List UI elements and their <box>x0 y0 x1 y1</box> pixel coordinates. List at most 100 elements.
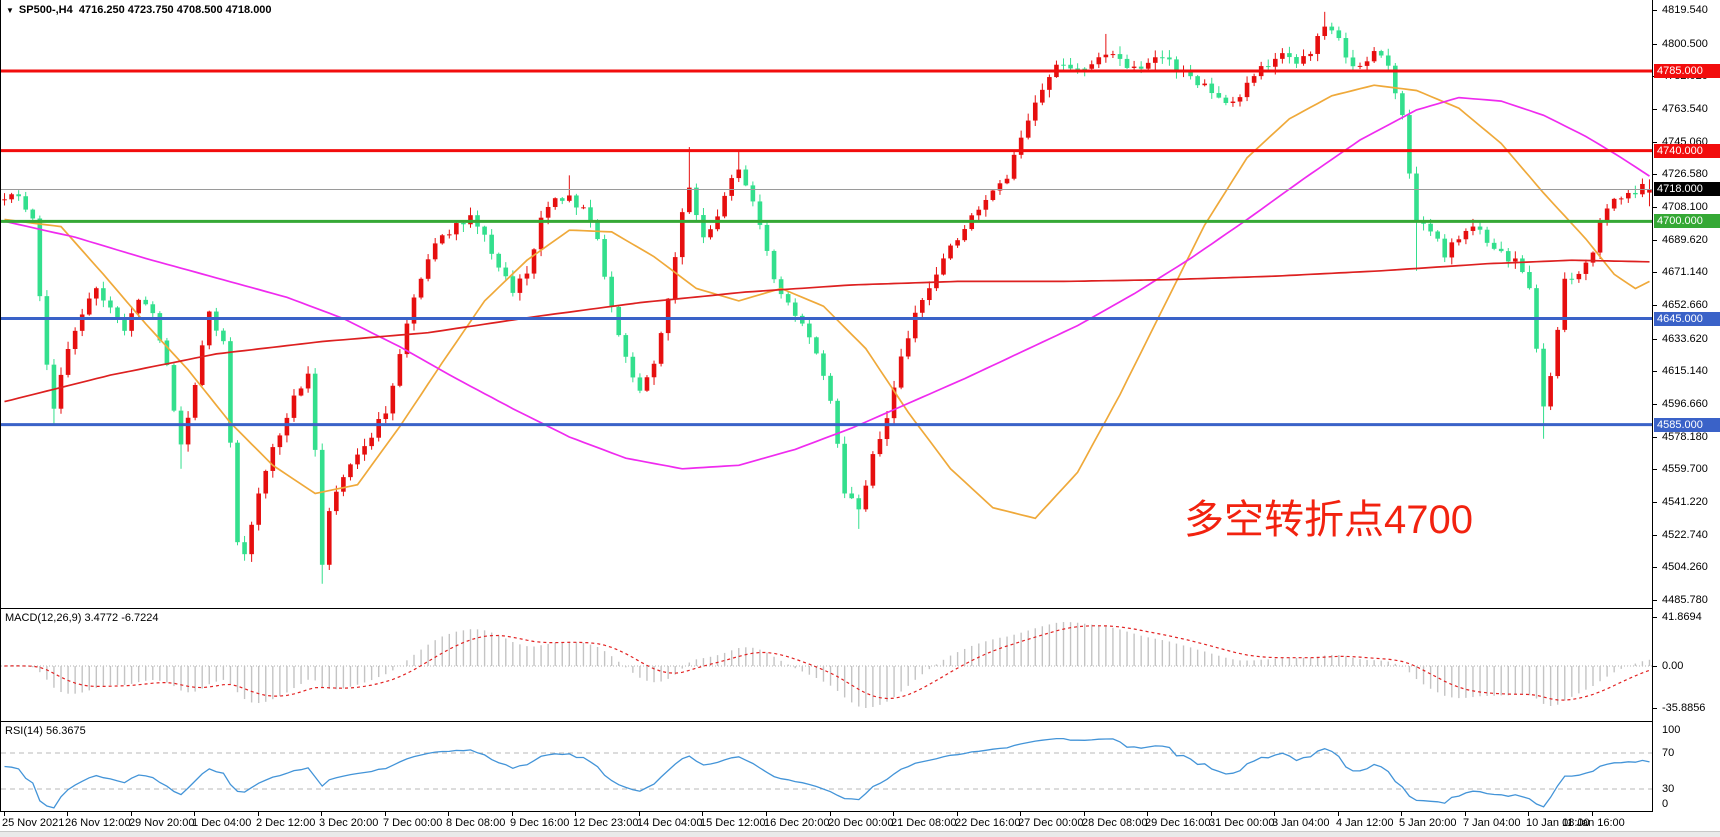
price-axis-tick <box>1653 142 1657 143</box>
time-axis-tick <box>321 812 322 816</box>
time-axis-label: 16 Dec 20:00 <box>764 817 830 829</box>
time-axis-tick <box>194 812 195 816</box>
price-axis-label: 4504.260 <box>1662 561 1708 573</box>
price-axis-label: 4708.100 <box>1662 201 1708 213</box>
price-axis-tick <box>1653 371 1657 372</box>
price-axis-tick <box>1653 404 1657 405</box>
time-axis-label: 26 Nov 12:00 <box>65 817 131 829</box>
price-axis-tick <box>1653 10 1657 11</box>
time-axis-tick <box>702 812 703 816</box>
price-axis-tick <box>1653 305 1657 306</box>
macd-axis-tick <box>1653 708 1657 709</box>
time-axis-tick <box>1084 812 1085 816</box>
price-badge-4645.000: 4645.000 <box>1654 312 1720 326</box>
price-badge-4585.000: 4585.000 <box>1654 418 1720 432</box>
price-axis-tick <box>1653 207 1657 208</box>
time-axis-label: 25 Nov 2021 <box>2 817 65 829</box>
time-axis-tick <box>639 812 640 816</box>
price-axis-label: 4485.780 <box>1662 594 1708 606</box>
time-axis-label: 12 Dec 23:00 <box>573 817 639 829</box>
time-axis[interactable]: 25 Nov 2021 26 Nov 12:00 29 Nov 20:00 1 Dec… <box>0 812 1720 831</box>
price-axis[interactable]: 4819.5404800.5004782.0204763.5404745.060… <box>1652 0 1720 812</box>
macd-panel: MACD(12,26,9) 3.4772 -6.7224 <box>0 609 1653 721</box>
main-chart-canvas[interactable] <box>1 0 1653 608</box>
price-axis-label: 4671.140 <box>1662 266 1708 278</box>
ma-line-slow <box>4 259 1650 403</box>
macd-signal-line <box>4 625 1650 701</box>
time-axis-tick <box>766 812 767 816</box>
time-axis-label: 14 Dec 04:00 <box>637 817 703 829</box>
price-axis-tick <box>1653 44 1657 45</box>
time-axis-label: 4 Jan 12:00 <box>1336 817 1394 829</box>
chart-annotation-text: 多空转折点4700 <box>1184 498 1473 542</box>
rsi-canvas[interactable] <box>1 722 1653 811</box>
panel-separator <box>0 811 1720 812</box>
time-axis-tick <box>512 812 513 816</box>
symbol-timeframe-label: SP500-,H4 <box>18 4 73 16</box>
symbol-dropdown-icon[interactable]: ▼ <box>6 6 14 15</box>
price-axis-label: 4726.580 <box>1662 168 1708 180</box>
rsi-name-label: RSI(14) <box>5 725 43 737</box>
time-axis-label: 11 Jan 16:00 <box>1562 817 1625 829</box>
price-badge-4740.000: 4740.000 <box>1654 144 1720 158</box>
price-axis-tick <box>1653 437 1657 438</box>
time-axis-tick <box>1020 812 1021 816</box>
time-axis-tick <box>1401 812 1402 816</box>
price-badge-4700.000: 4700.000 <box>1654 214 1720 228</box>
macd-axis-label: -35.8856 <box>1662 702 1706 714</box>
ma-line-fast <box>4 84 1650 520</box>
chart-title-row: ▼ SP500-,H4 4716.250 4723.750 4708.500 47… <box>6 4 272 16</box>
window-bottom-edge <box>0 831 1720 837</box>
macd-canvas[interactable] <box>1 609 1653 721</box>
time-axis-tick <box>1274 812 1275 816</box>
time-axis-tick <box>1338 812 1339 816</box>
price-axis-label: 4652.660 <box>1662 299 1708 311</box>
time-axis-label: 21 Dec 08:00 <box>891 817 957 829</box>
ohlc-readout: 4716.250 4723.750 4708.500 4718.000 <box>78 4 272 16</box>
ma-line-medium <box>4 96 1650 470</box>
time-axis-label: 10 Jan 08:00 <box>1526 817 1590 829</box>
price-axis-label: 4800.500 <box>1662 38 1708 50</box>
macd-histogram <box>10 622 1651 709</box>
price-axis-label: 4578.180 <box>1662 431 1708 443</box>
time-axis-label: 22 Dec 16:00 <box>955 817 1021 829</box>
macd-axis-label: 0.00 <box>1662 660 1684 672</box>
price-axis-tick <box>1653 272 1657 273</box>
price-axis-tick <box>1653 469 1657 470</box>
time-axis-tick <box>1465 812 1466 816</box>
time-axis-label: 20 Dec 00:00 <box>828 817 894 829</box>
price-axis-tick <box>1653 339 1657 340</box>
macd-label-row: MACD(12,26,9) 3.4772 -6.7224 <box>5 612 159 624</box>
time-axis-tick <box>448 812 449 816</box>
macd-main-value: 3.4772 <box>84 612 119 624</box>
macd-signal-value: -6.7224 <box>121 612 159 624</box>
rsi-panel: RSI(14) 56.3675 <box>0 722 1653 811</box>
time-axis-tick <box>575 812 576 816</box>
time-axis-label: 7 Dec 00:00 <box>383 817 443 829</box>
time-axis-tick <box>1528 812 1529 816</box>
price-axis-label: 4689.620 <box>1662 234 1708 246</box>
time-axis-tick <box>1592 812 1593 816</box>
main-chart-panel: ▼ SP500-,H4 4716.250 4723.750 4708.500 47… <box>0 0 1653 608</box>
panel-separator[interactable] <box>0 721 1720 722</box>
time-axis-tick <box>385 812 386 816</box>
time-axis-label: 8 Dec 08:00 <box>446 817 506 829</box>
macd-name-label: MACD(12,26,9) <box>5 612 82 624</box>
price-axis-label: 4596.660 <box>1662 398 1708 410</box>
price-axis-label: 4615.140 <box>1662 365 1708 377</box>
time-axis-label: 2 Dec 12:00 <box>256 817 316 829</box>
price-axis-label: 4559.700 <box>1662 463 1708 475</box>
time-axis-label: 3 Jan 04:00 <box>1272 817 1330 829</box>
rsi-axis-label-0: 0 <box>1662 798 1669 810</box>
time-axis-tick <box>1147 812 1148 816</box>
price-badge-4785.000: 4785.000 <box>1654 64 1720 78</box>
price-badge-4718.000: 4718.000 <box>1654 182 1720 196</box>
rsi-line <box>4 737 1650 809</box>
price-axis-label: 4541.220 <box>1662 496 1708 508</box>
price-axis-label: 4763.540 <box>1662 103 1708 115</box>
price-axis-tick <box>1653 502 1657 503</box>
panel-separator[interactable] <box>0 608 1720 609</box>
time-axis-tick <box>830 812 831 816</box>
time-axis-label: 29 Dec 16:00 <box>1145 817 1211 829</box>
